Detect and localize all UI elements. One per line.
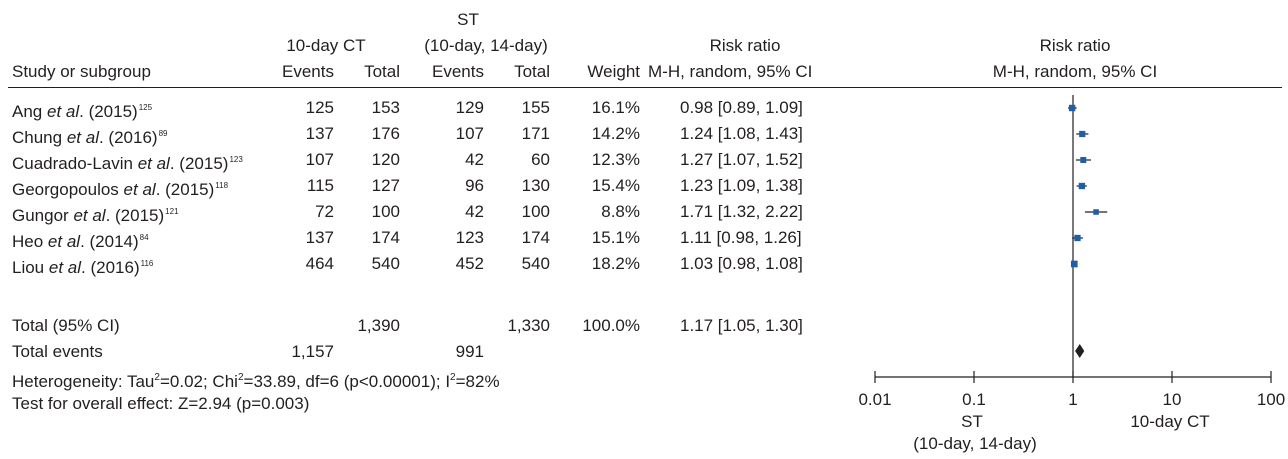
total-2: 174 xyxy=(521,228,550,247)
study-name: Gungor et al. (2015)121 xyxy=(12,206,179,225)
study-weight: 15.4% xyxy=(591,176,640,195)
weight-header: Weight xyxy=(587,62,640,81)
header-rule xyxy=(8,87,1282,88)
overall-effect-text: Test for overall effect: Z=2.94 (p=0.003… xyxy=(12,394,310,413)
total-events-label: Total events xyxy=(12,342,103,361)
events-1: 137 xyxy=(305,124,334,143)
total-ci: 1.17 [1.05, 1.30] xyxy=(680,316,803,335)
total-1: 176 xyxy=(371,124,400,143)
study-ci: 1.23 [1.09, 1.38] xyxy=(680,176,803,195)
total-1: 540 xyxy=(371,254,400,273)
total-1-header: Total xyxy=(364,62,400,81)
tick-label: 1 xyxy=(1068,390,1078,409)
events-2: 42 xyxy=(465,202,484,221)
study-ci: 0.98 [0.89, 1.09] xyxy=(680,98,803,117)
study-name: Liou et al. (2016)116 xyxy=(12,258,154,277)
tick-label: 0.1 xyxy=(962,390,986,409)
study-name: Cuadrado-Lavin et al. (2015)123 xyxy=(12,154,243,173)
total-2: 130 xyxy=(521,176,550,195)
events-2-header: Events xyxy=(432,62,484,81)
favours-right-label: 10-day CT xyxy=(1130,412,1210,431)
effect-square xyxy=(1093,209,1099,215)
study-weight: 14.2% xyxy=(591,124,640,143)
events-2: 107 xyxy=(455,124,484,143)
events-1-header: Events xyxy=(282,62,334,81)
total-1: 127 xyxy=(371,176,400,195)
study-ci: 1.71 [1.32, 2.22] xyxy=(680,202,803,221)
st-group-header: (10-day, 14-day) xyxy=(424,36,548,55)
pooled-diamond xyxy=(1075,344,1085,358)
method-header: M-H, random, 95% CI xyxy=(648,62,813,81)
total-2: 100 xyxy=(521,202,550,221)
total-events-1: 1,157 xyxy=(291,342,334,361)
study-ci: 1.27 [1.07, 1.52] xyxy=(680,150,803,169)
total-1: 153 xyxy=(371,98,400,117)
favours-left-sublabel: (10-day, 14-day) xyxy=(913,434,1037,453)
risk-ratio-plot-header: Risk ratio xyxy=(1039,36,1111,55)
events-2: 452 xyxy=(455,254,484,273)
total-2-header: Total xyxy=(514,62,550,81)
effect-square xyxy=(1074,234,1081,242)
study-weight: 12.3% xyxy=(591,150,640,169)
effect-square xyxy=(1070,260,1078,268)
events-1: 125 xyxy=(305,98,334,117)
study-weight: 18.2% xyxy=(591,254,640,273)
tick-label: 10 xyxy=(1162,390,1182,409)
events-2: 123 xyxy=(455,228,484,247)
heterogeneity-text: Heterogeneity: Tau2=0.02; Chi2=33.89, df… xyxy=(12,372,500,391)
tick-label: 100 xyxy=(1256,390,1286,409)
study-weight: 16.1% xyxy=(591,98,640,117)
total-events-2: 991 xyxy=(455,342,484,361)
effect-square xyxy=(1080,157,1087,163)
study-weight: 15.1% xyxy=(591,228,640,247)
study-name: Heo et al. (2014)84 xyxy=(12,232,149,251)
study-weight: 8.8% xyxy=(601,202,640,221)
study-name: Georgopoulos et al. (2015)118 xyxy=(12,180,229,199)
events-1: 464 xyxy=(305,254,334,273)
total-1: 1,390 xyxy=(357,316,400,335)
events-1: 72 xyxy=(315,202,334,221)
events-1: 115 xyxy=(306,176,334,195)
ct-group-header: 10-day CT xyxy=(286,36,366,55)
events-2: 129 xyxy=(455,98,484,117)
effect-square xyxy=(1068,104,1076,112)
risk-ratio-header: Risk ratio xyxy=(709,36,781,55)
events-1: 107 xyxy=(305,150,334,169)
events-2: 96 xyxy=(465,176,484,195)
total-label: Total (95% CI) xyxy=(12,316,120,335)
study-header: Study or subgroup xyxy=(12,62,151,81)
total-2: 171 xyxy=(521,124,550,143)
study-ci: 1.24 [1.08, 1.43] xyxy=(680,124,803,143)
events-2: 42 xyxy=(465,150,484,169)
events-1: 137 xyxy=(305,228,334,247)
total-1: 100 xyxy=(371,202,400,221)
total-2: 155 xyxy=(521,98,550,117)
study-ci: 1.11 [0.98, 1.26] xyxy=(680,228,802,247)
total-2: 60 xyxy=(531,150,550,169)
favours-left-label: ST xyxy=(961,412,983,431)
total-2: 1,330 xyxy=(507,316,550,335)
tick-label: 0.01 xyxy=(858,390,892,409)
study-ci: 1.03 [0.98, 1.08] xyxy=(680,254,803,273)
total-1: 120 xyxy=(371,150,400,169)
method-plot-header: M-H, random, 95% CI xyxy=(992,62,1158,81)
effect-square xyxy=(1078,182,1086,190)
study-name: Ang et al. (2015)125 xyxy=(12,102,153,121)
total-weight: 100.0% xyxy=(582,316,640,335)
effect-square xyxy=(1079,130,1086,138)
study-name: Chung et al. (2016)89 xyxy=(12,128,168,147)
total-2: 540 xyxy=(521,254,550,273)
st-header: ST xyxy=(457,10,479,29)
total-1: 174 xyxy=(371,228,400,247)
